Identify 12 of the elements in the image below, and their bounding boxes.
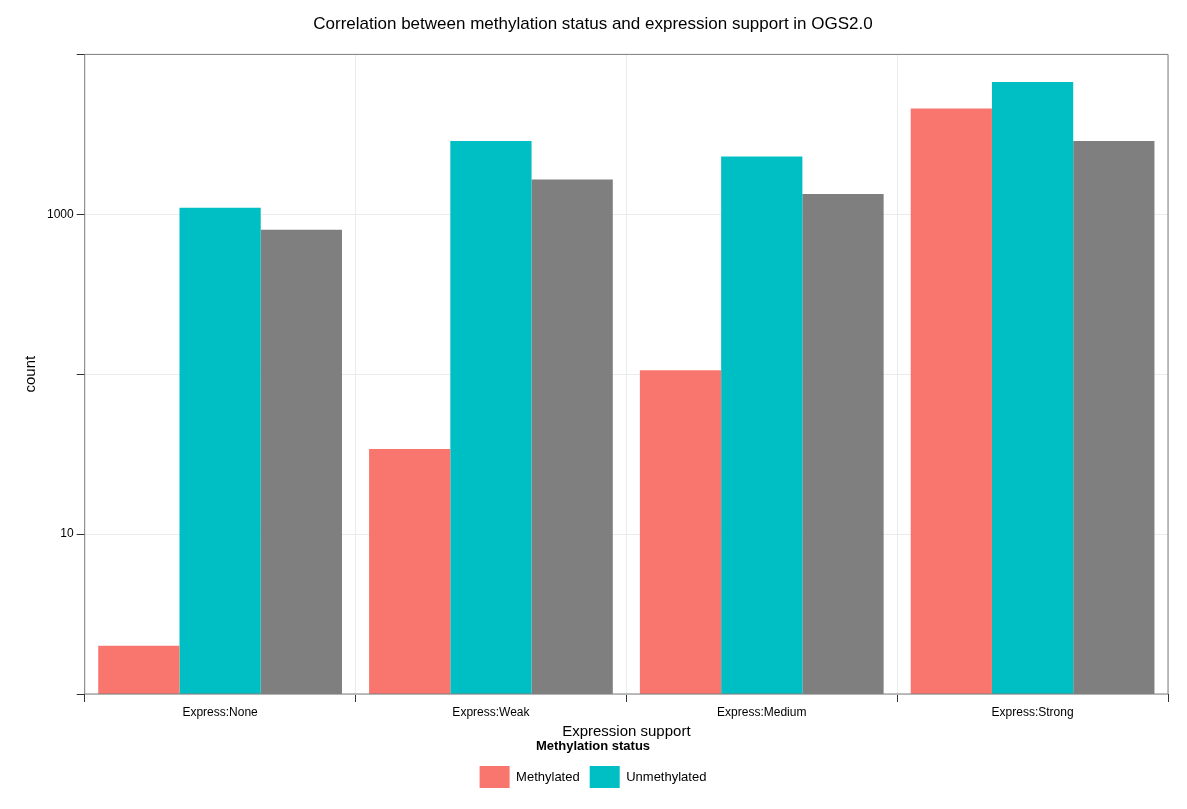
- x-tick-label: Express:Strong: [991, 704, 1074, 719]
- y-tick-label: 1000: [46, 206, 75, 221]
- legend-label: Unmethylated: [626, 768, 707, 784]
- chart-title: Correlation between methylation status and expression support in OGS2.0: [313, 13, 873, 33]
- legend-label: Methylated: [516, 768, 580, 784]
- x-tick-label: Express:Medium: [717, 704, 807, 719]
- x-axis-title: Expression support: [562, 721, 692, 739]
- y-axis-title: count: [21, 355, 39, 393]
- x-tick-label: Express:Weak: [452, 704, 531, 719]
- y-tick-label: 10: [60, 526, 75, 541]
- legend-title: Methylation status: [535, 738, 651, 754]
- x-tick-label: Express:None: [182, 704, 259, 719]
